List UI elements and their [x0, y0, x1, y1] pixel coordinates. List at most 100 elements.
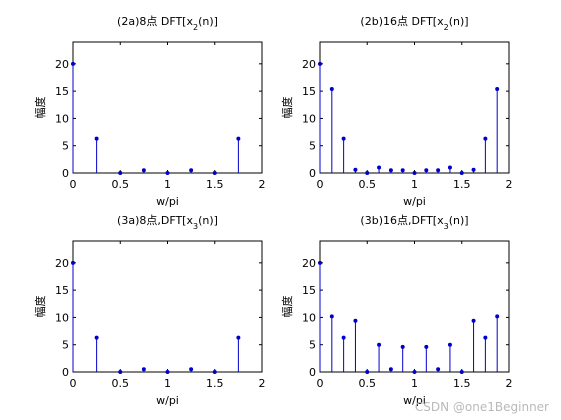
stem-marker	[141, 168, 146, 173]
x-tick-label: 1.5	[206, 377, 224, 390]
x-axis-label: w/pi	[156, 394, 179, 407]
stem-marker	[459, 170, 464, 175]
y-tick-label: 0	[62, 167, 69, 180]
stem-marker	[94, 335, 99, 340]
y-tick-label: 5	[62, 140, 69, 153]
subplot-title: (2a)8点 DFT[x2(n)]	[117, 15, 218, 32]
stem-marker	[436, 367, 441, 372]
x-axis-label: w/pi	[403, 195, 426, 208]
stem-marker	[94, 136, 99, 141]
stem-marker	[400, 168, 405, 173]
stem-marker	[212, 369, 217, 374]
stem-marker	[353, 318, 358, 323]
y-tick-label: 20	[55, 58, 69, 71]
x-tick-label: 1	[164, 377, 171, 390]
x-tick-label: 0.5	[112, 178, 130, 191]
stem-marker	[341, 335, 346, 340]
stem-marker	[365, 170, 370, 175]
stem-marker	[471, 318, 476, 323]
plot-area	[72, 41, 263, 174]
x-tick-label: 0	[70, 178, 77, 191]
subplot-title: (2b)16点 DFT[x2(n)]	[360, 15, 468, 32]
y-tick-label: 10	[55, 112, 69, 125]
stem-marker	[236, 335, 241, 340]
y-tick-label: 10	[302, 311, 316, 324]
x-tick-label: 0.5	[359, 178, 377, 191]
y-axis-label: 幅度	[33, 97, 47, 119]
y-tick-label: 5	[309, 339, 316, 352]
x-tick-label: 2	[259, 377, 266, 390]
y-tick-label: 20	[302, 58, 316, 71]
stem-marker	[329, 86, 334, 91]
stem-marker	[483, 335, 488, 340]
y-tick-label: 15	[55, 284, 69, 297]
x-axis-label: w/pi	[403, 394, 426, 407]
stem-marker	[447, 165, 452, 170]
plot-area	[72, 240, 263, 373]
plot-area	[319, 41, 510, 174]
y-tick-label: 0	[309, 167, 316, 180]
x-tick-label: 0.5	[359, 377, 377, 390]
stem-marker	[236, 136, 241, 141]
y-axis-label: 幅度	[280, 296, 294, 318]
x-axis-label: w/pi	[156, 195, 179, 208]
stem-marker	[424, 168, 429, 173]
stem-marker	[377, 342, 382, 347]
plot-area	[319, 240, 510, 373]
y-tick-label: 10	[55, 311, 69, 324]
stem-marker	[365, 369, 370, 374]
x-tick-label: 2	[506, 178, 513, 191]
watermark-text: CSDN @one1Beginner	[414, 400, 549, 414]
stem-marker	[412, 369, 417, 374]
y-tick-label: 15	[302, 85, 316, 98]
stem-marker	[212, 170, 217, 175]
stem-series	[71, 260, 241, 374]
x-tick-label: 1	[164, 178, 171, 191]
stem-marker	[118, 170, 123, 175]
stem-series	[71, 61, 241, 175]
stem-marker	[118, 369, 123, 374]
stem-series	[317, 260, 500, 374]
subplot-title: (3a)8点,DFT[x3(n)]	[117, 214, 218, 231]
y-tick-label: 15	[302, 284, 316, 297]
subplot-title: (3b)16点,DFT[x3(n)]	[360, 214, 468, 231]
y-tick-label: 20	[302, 257, 316, 270]
stem-marker	[471, 167, 476, 172]
x-tick-label: 1.5	[453, 377, 471, 390]
stem-marker	[424, 344, 429, 349]
stem-marker	[165, 369, 170, 374]
stem-marker	[71, 61, 76, 66]
y-tick-label: 0	[309, 366, 316, 379]
x-tick-label: 0.5	[112, 377, 130, 390]
stem-marker	[388, 168, 393, 173]
y-tick-label: 10	[302, 112, 316, 125]
x-tick-label: 0	[70, 377, 77, 390]
stem-marker	[459, 369, 464, 374]
x-tick-label: 1	[411, 178, 418, 191]
stem-marker	[377, 165, 382, 170]
y-axis-label: 幅度	[33, 296, 47, 318]
stem-marker	[329, 314, 334, 319]
stem-marker	[141, 367, 146, 372]
y-tick-label: 20	[55, 257, 69, 270]
stem-marker	[388, 367, 393, 372]
x-tick-label: 1	[411, 377, 418, 390]
stem-marker	[495, 314, 500, 319]
stem-marker	[483, 136, 488, 141]
x-tick-label: 1.5	[206, 178, 224, 191]
stem-marker	[353, 167, 358, 172]
stem-marker	[436, 168, 441, 173]
stem-marker	[189, 367, 194, 372]
stem-marker	[71, 260, 76, 265]
stem-marker	[341, 136, 346, 141]
stem-marker	[400, 344, 405, 349]
y-axis-label: 幅度	[280, 97, 294, 119]
